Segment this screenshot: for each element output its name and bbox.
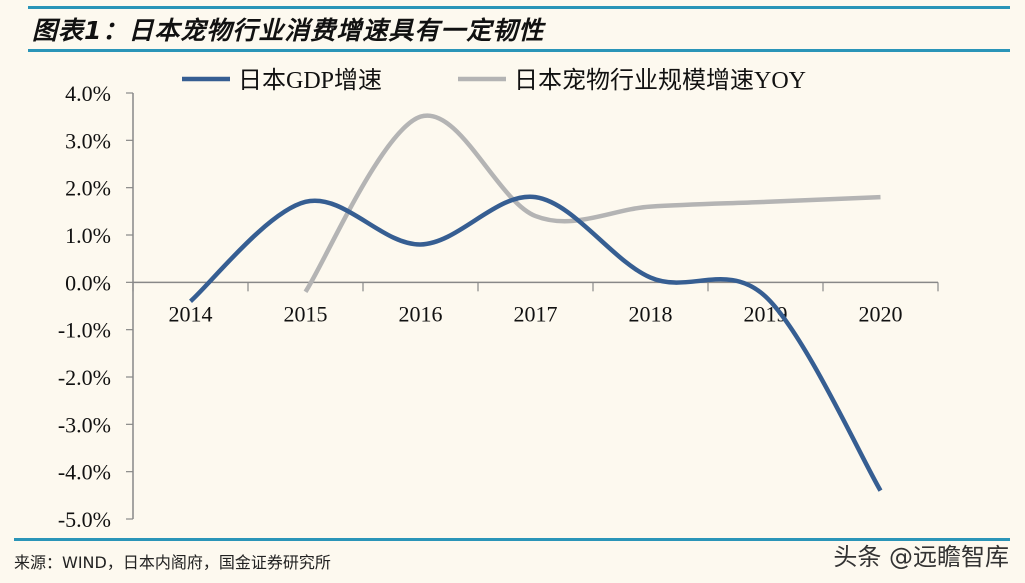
y-tick-label: -3.0%	[58, 412, 111, 437]
source-note: 来源：WIND，日本内阁府，国金证券研究所	[14, 553, 331, 572]
legend-label: 日本宠物行业规模增速YOY	[514, 67, 806, 94]
x-tick-label: 2016	[399, 301, 443, 326]
y-tick-label: -1.0%	[58, 318, 111, 343]
bottom-rule	[14, 538, 1010, 541]
watermark: 头条 @远瞻智库	[833, 543, 1009, 571]
y-tick-label: 2.0%	[65, 176, 111, 201]
x-tick-label: 2018	[629, 301, 673, 326]
y-tick-label: 0.0%	[65, 270, 111, 295]
legend-label: 日本GDP增速	[238, 67, 382, 94]
title-underline	[28, 49, 1010, 52]
x-tick-label: 2020	[859, 301, 903, 326]
y-tick-label: -5.0%	[58, 507, 111, 532]
y-tick-label: 3.0%	[65, 128, 111, 153]
y-tick-label: 4.0%	[65, 81, 111, 106]
y-tick-label: -2.0%	[58, 365, 111, 390]
gdp-growth-line	[189, 194, 883, 492]
top-rule	[28, 6, 1010, 9]
x-tick-label: 2014	[169, 301, 213, 326]
chart-title: 图表1：日本宠物行业消费增速具有一定韧性	[32, 16, 545, 45]
x-tick-label: 2015	[284, 301, 328, 326]
pet-industry-growth-line	[303, 113, 881, 294]
legend: 日本GDP增速 日本宠物行业规模增速YOY	[182, 67, 806, 94]
x-tick-label: 2017	[514, 301, 558, 326]
series-lines	[189, 113, 883, 492]
y-tick-label: -4.0%	[58, 460, 111, 485]
axes: 4.0% 3.0% 2.0% 1.0% 0.0% -1.0% -2.0% -3.0% -4.0%…	[58, 81, 939, 532]
y-tick-label: 1.0%	[65, 223, 111, 248]
